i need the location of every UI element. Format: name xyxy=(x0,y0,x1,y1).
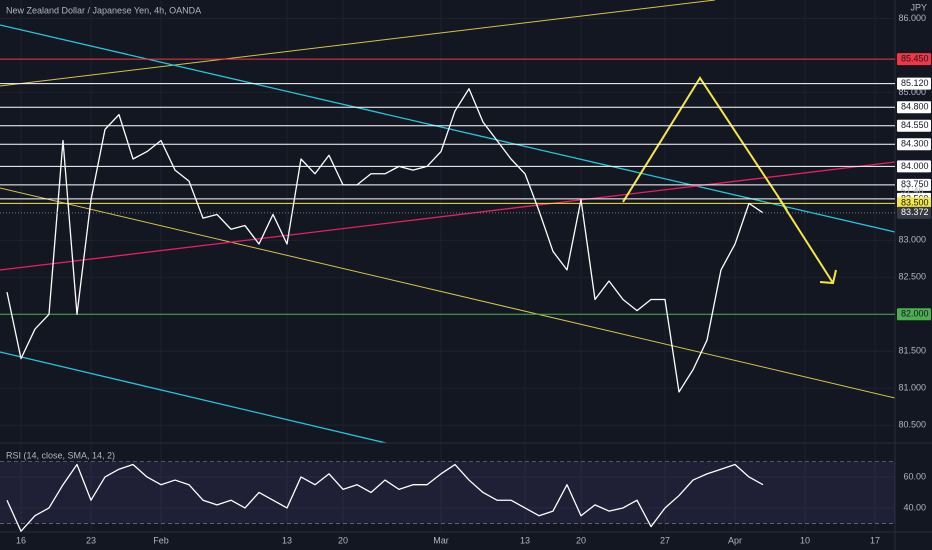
level-label-bg xyxy=(897,77,931,90)
x-tick-label: 10 xyxy=(800,535,810,545)
level-label: 83.500 xyxy=(901,198,929,208)
x-tick-label: 20 xyxy=(576,535,586,545)
level-label-bg xyxy=(897,178,931,191)
rsi-band xyxy=(0,461,895,524)
level-label: 85.120 xyxy=(901,78,929,88)
level-label: 84.300 xyxy=(901,139,929,149)
price-line xyxy=(6,463,764,532)
y-tick-label: 80.500 xyxy=(898,420,926,430)
trend-line xyxy=(0,161,896,271)
level-label-bg xyxy=(897,308,931,321)
trend-line xyxy=(0,187,896,399)
x-tick-label: 13 xyxy=(520,535,530,545)
arrow-head xyxy=(819,269,837,285)
trend-line xyxy=(0,0,716,87)
countdown: 51:46 xyxy=(901,185,924,195)
level-label-bg xyxy=(897,119,931,132)
level-label-bg xyxy=(897,197,931,210)
y-tick-label: 85.000 xyxy=(898,87,926,97)
level-label: 84.000 xyxy=(901,161,929,171)
y-tick-label: 60.00 xyxy=(903,471,926,481)
x-tick-label: 20 xyxy=(338,535,348,545)
level-label-bg xyxy=(897,101,931,114)
x-tick-label: Feb xyxy=(153,535,169,545)
last-price-bg xyxy=(897,206,931,219)
last-price-label: 83.372 xyxy=(901,207,929,217)
y-tick-label: 83.000 xyxy=(898,235,926,245)
x-tick-label: 27 xyxy=(660,535,670,545)
price-line xyxy=(6,88,764,393)
x-tick-label: 13 xyxy=(282,535,292,545)
x-tick-label: 16 xyxy=(16,535,26,545)
y-tick-label: 81.500 xyxy=(898,346,926,356)
y-tick-label: 86.000 xyxy=(898,13,926,23)
trend-line xyxy=(0,351,387,444)
x-tick-label: Apr xyxy=(728,535,742,545)
level-label-bg xyxy=(897,53,931,66)
arrow xyxy=(779,199,834,284)
level-label: 83.750 xyxy=(901,179,929,189)
level-label-bg xyxy=(897,160,931,173)
y-tick-label: 82.500 xyxy=(898,272,926,282)
level-label: 82.000 xyxy=(901,309,929,319)
rsi-title: RSI (14, close, SMA, 14, 2) xyxy=(6,450,115,460)
level-label-bg xyxy=(897,138,931,151)
y-tick-label: 81.000 xyxy=(898,383,926,393)
x-tick-label: Mar xyxy=(433,535,449,545)
level-label: 84.800 xyxy=(901,102,929,112)
level-label: 84.550 xyxy=(901,120,929,130)
x-tick-label: 17 xyxy=(870,535,880,545)
y-tick-label: 40.00 xyxy=(903,502,926,512)
chart-title: New Zealand Dollar / Japanese Yen, 4h, O… xyxy=(6,5,201,15)
x-tick-label: 23 xyxy=(86,535,96,545)
currency: JPY xyxy=(910,2,927,12)
level-label: 85.450 xyxy=(901,54,929,64)
